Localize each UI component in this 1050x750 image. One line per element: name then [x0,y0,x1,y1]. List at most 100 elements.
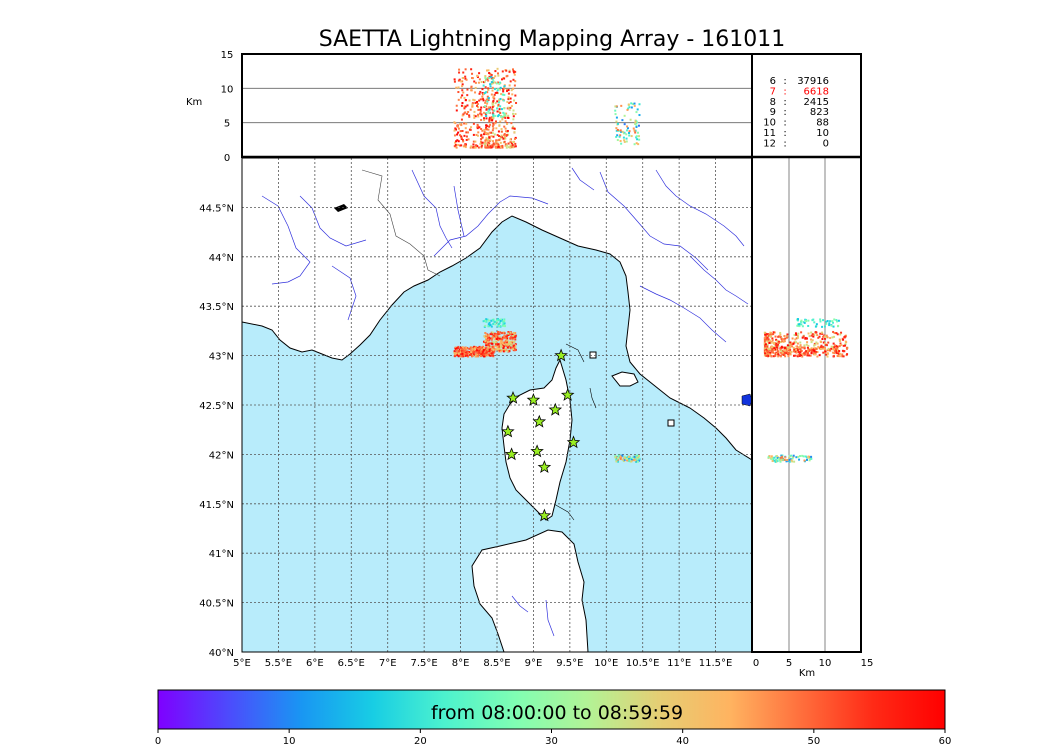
lightning-source-map [490,345,493,348]
lightning-source-altitude [459,123,462,126]
station-count-value: 823 [810,107,829,118]
lightning-source-altitude [473,110,476,113]
lightning-source-altitude [476,123,479,126]
lightning-source-altitude [457,127,460,130]
lightning-source-side [780,458,783,461]
lightning-source-altitude [494,91,497,94]
lightning-source-altitude [630,135,633,138]
lightning-source-side [774,354,777,357]
lightning-source-altitude [491,132,494,135]
lat-tick-label: 42.5°N [199,401,234,412]
lightning-source-map [503,342,506,345]
lightning-source-side [769,351,772,354]
lightning-source-altitude [460,137,463,140]
lightning-source-side [816,342,819,345]
lightning-source-side [796,342,799,345]
lightning-source-side [831,351,834,354]
lightning-source-map [510,332,513,335]
station-star-icon [537,508,552,522]
lightning-source-map [496,319,499,322]
lightning-source-altitude [499,112,502,115]
lightning-source-side [831,320,834,323]
lightning-source-map [487,344,490,347]
lightning-source-side [807,456,810,459]
lightning-source-altitude [629,118,632,121]
lightning-source-altitude [469,108,472,111]
station-count-value: 10 [816,128,829,139]
lightning-source-map [509,347,512,350]
lightning-source-side [783,458,786,461]
station-count-sep: : [783,118,786,129]
lightning-source-side [819,318,822,321]
lightning-source-altitude [488,120,491,123]
lightning-source-map [507,341,510,344]
lightning-source-altitude [464,105,467,108]
lightning-source-altitude [488,146,491,149]
lightning-source-side [769,341,772,344]
lightning-source-side [816,355,819,358]
lightning-source-altitude [467,131,470,134]
lightning-source-altitude [502,88,505,91]
lightning-source-altitude [491,77,494,80]
lightning-source-side [774,460,777,463]
lightning-source-altitude [460,135,463,138]
station-count-n: 11 [763,128,776,139]
lon-tick-label: 9.5°E [556,658,583,669]
lat-tick-label: 40.5°N [199,599,234,610]
lightning-source-altitude [498,101,501,104]
lightning-source-side [791,457,794,460]
lightning-source-map [471,349,474,352]
lightning-source-altitude [463,122,466,125]
lightning-source-altitude [461,89,464,92]
lightning-source-side [775,342,778,345]
lightning-source-side [802,352,805,355]
altitude-lightning-sources [453,67,641,149]
lightning-source-side [775,352,778,355]
lightning-source-altitude [465,138,468,141]
lightning-source-map [459,347,462,350]
lightning-source-side [800,319,803,322]
lightning-source-side [839,352,842,355]
colorbar-tick-label: 40 [676,736,689,747]
lightning-source-altitude [453,145,456,148]
lightning-source-altitude [463,144,466,147]
lightning-source-side [802,455,805,458]
lightning-source-altitude [637,143,640,146]
lightning-source-altitude [491,144,494,147]
lightning-source-map [495,338,498,341]
lightning-source-altitude [512,118,515,121]
lightning-source-map [503,345,506,348]
lightning-source-map [629,460,632,463]
lightning-source-altitude [485,99,488,102]
lightning-source-altitude [630,102,633,105]
lightning-source-altitude [472,133,475,136]
lightning-source-map [503,322,506,325]
lightning-source-side [764,350,767,353]
lightning-source-altitude [464,146,467,149]
lightning-source-side [768,341,771,344]
lightning-source-altitude [626,125,629,128]
lightning-source-altitude [460,124,463,127]
lightning-source-side [827,347,830,350]
lightning-source-map [496,343,499,346]
lightning-source-altitude [488,75,491,78]
lightning-source-map [510,342,513,345]
lightning-source-altitude [473,146,476,149]
lightning-source-side [797,354,800,357]
lightning-source-side [795,456,798,459]
lightning-source-altitude [482,99,485,102]
lightning-source-altitude [480,114,483,117]
lightning-source-map [478,349,481,352]
lightning-source-altitude [464,77,467,80]
lightning-source-altitude [480,127,483,130]
lightning-source-side [844,340,847,343]
lightning-source-map [465,354,468,357]
lightning-source-side [777,340,780,343]
lightning-source-map [512,344,515,347]
lightning-source-side [800,353,803,356]
lightning-source-altitude [468,114,471,117]
lightning-source-altitude [478,72,481,75]
lightning-source-side [793,341,796,344]
lightning-source-side [825,353,828,356]
lightning-source-map [619,457,622,460]
